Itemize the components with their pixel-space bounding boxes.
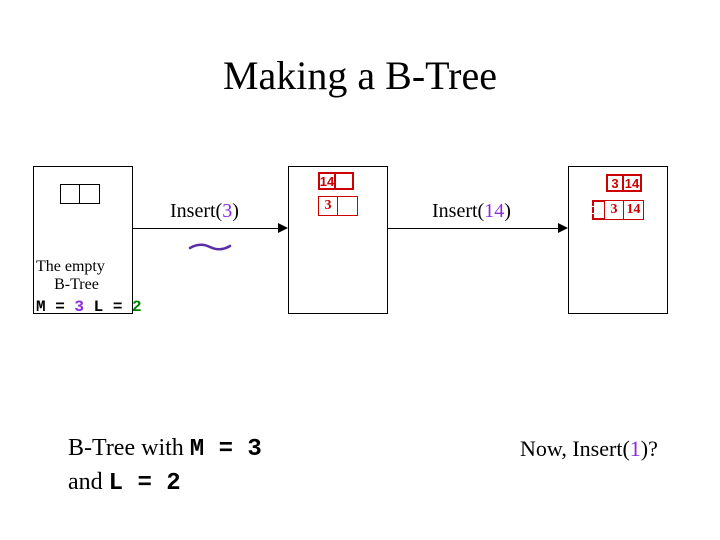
footer-q-value: 1 [630, 436, 641, 461]
annotation-cell: 14 [624, 174, 642, 192]
arrow-1-head-icon [278, 223, 288, 233]
footer-line1-mono: M = 3 [190, 436, 262, 463]
footer-line2-mono: L = 2 [109, 470, 181, 497]
insert-label-prefix: Insert( [170, 200, 222, 222]
leaf-node-right: 314 [604, 200, 644, 220]
handdrawn-underline-icon [188, 242, 232, 254]
annotation-parent-node-right: 314 [606, 174, 642, 192]
footer-spec: B-Tree with M = 3 and L = 2 [68, 432, 262, 501]
caption-empty-btree: The empty B-Tree [36, 258, 105, 295]
arrow-2-head-icon [558, 223, 568, 233]
annotation-parent-node-mid: 14 [318, 172, 354, 190]
param-m-value: 3 [74, 298, 84, 316]
insert-label-prefix-2: Insert( [432, 200, 484, 222]
annotation-cell: 14 [318, 172, 336, 190]
insert-label-suffix-2: ) [504, 200, 511, 222]
leaf-cell: 3 [604, 200, 624, 220]
caption-params: M = 3 L = 2 [36, 298, 142, 316]
param-m-label: M = [36, 298, 74, 316]
arrow-label-insert-3: Insert(3) [170, 200, 239, 223]
footer-q-prefix: Now, Insert( [520, 436, 630, 461]
param-l-label: L = [84, 298, 132, 316]
param-l-value: 2 [132, 298, 142, 316]
caption-line-1: The empty [36, 258, 105, 275]
empty-parent-node [60, 184, 100, 204]
annotation-cell: 3 [606, 174, 624, 192]
leaf-cell [338, 196, 358, 216]
annotation-cell [336, 172, 354, 190]
footer-line1-prefix: B-Tree with [68, 435, 190, 461]
arrow-2-line [388, 228, 560, 229]
leaf-cell: 14 [624, 200, 644, 220]
annotation-dashed-cell [592, 200, 604, 220]
insert-label-suffix: ) [232, 200, 239, 222]
insert-value-3: 3 [222, 200, 232, 222]
arrow-1-line [133, 228, 280, 229]
empty-cell [60, 184, 80, 204]
insert-value-14: 14 [484, 200, 504, 222]
leaf-cell: 3 [318, 196, 338, 216]
footer-q-suffix: )? [641, 436, 658, 461]
arrow-label-insert-14: Insert(14) [432, 200, 511, 223]
footer-line2-prefix: and [68, 469, 109, 495]
caption-line-2: B-Tree [36, 276, 105, 294]
empty-cell [80, 184, 100, 204]
footer-question: Now, Insert(1)? [520, 436, 658, 462]
page-title: Making a B-Tree [0, 52, 720, 99]
leaf-node-mid: 3 [318, 196, 358, 216]
